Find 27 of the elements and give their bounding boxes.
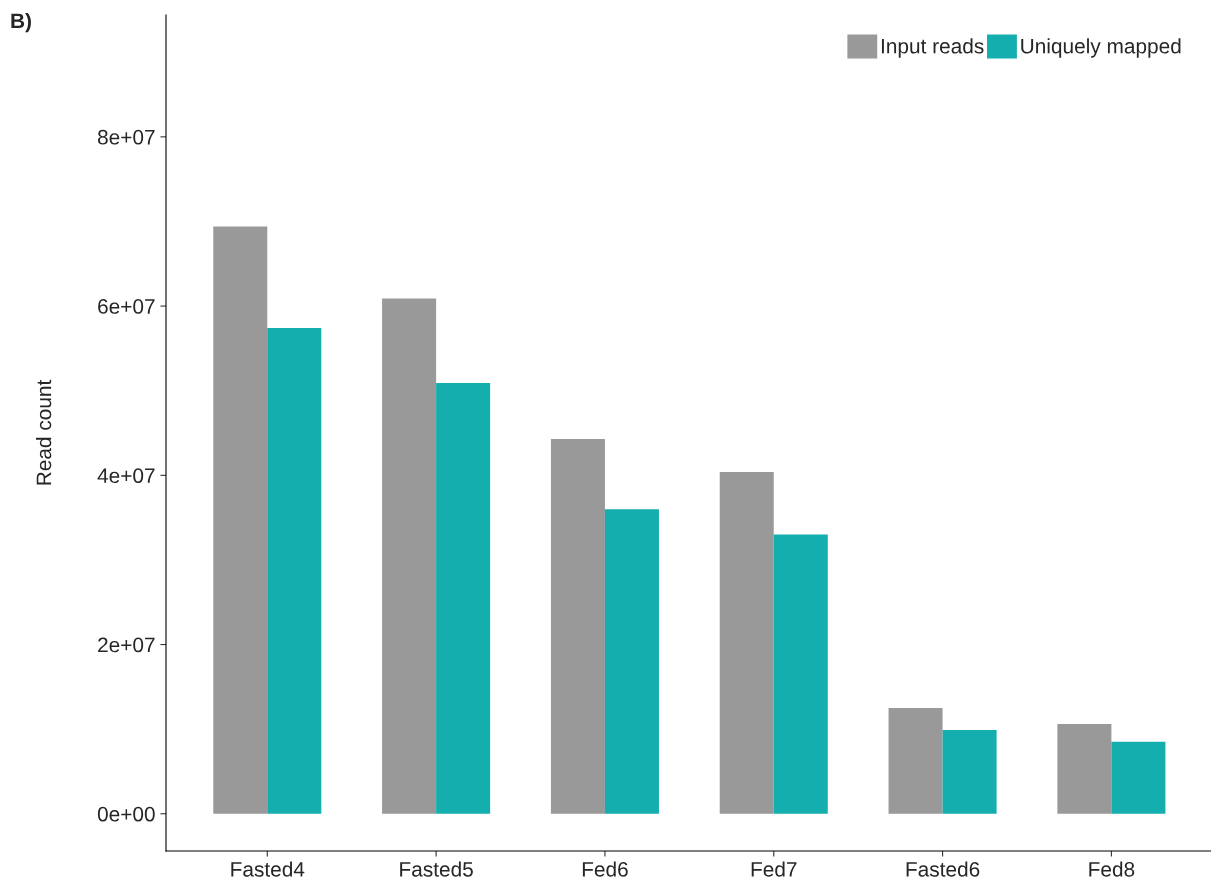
legend-label: Uniquely mapped (1021, 38, 1181, 58)
y-tick-label: 0e+00 (97, 806, 155, 822)
x-tick-label: Fed7 (751, 861, 797, 877)
bar (550, 438, 605, 814)
chart-title: B) (11, 12, 31, 33)
bar (382, 298, 437, 814)
x-tick-label: Fed6 (582, 861, 628, 877)
bar (436, 383, 491, 814)
y-tick-label: 8e+07 (97, 129, 155, 145)
bar (888, 708, 943, 814)
bar (773, 534, 828, 814)
y-tick-label: 4e+07 (97, 468, 155, 484)
x-tick-label: Fasted5 (400, 861, 473, 877)
x-tick-label: Fasted6 (906, 861, 980, 877)
bar (213, 226, 268, 814)
bar (1111, 741, 1166, 814)
x-tick-label: Fasted4 (231, 861, 305, 877)
y-tick-label: 6e+07 (98, 299, 155, 314)
y-axis-title: Read count (35, 379, 52, 485)
bar (267, 328, 322, 814)
bar (719, 471, 774, 814)
bar (604, 509, 659, 814)
x-tick-label: Fed8 (1089, 861, 1135, 877)
y-tick-label: 2e+07 (98, 637, 155, 653)
bar (1057, 724, 1112, 814)
bar (942, 730, 997, 814)
legend-label: Input reads (881, 38, 984, 58)
